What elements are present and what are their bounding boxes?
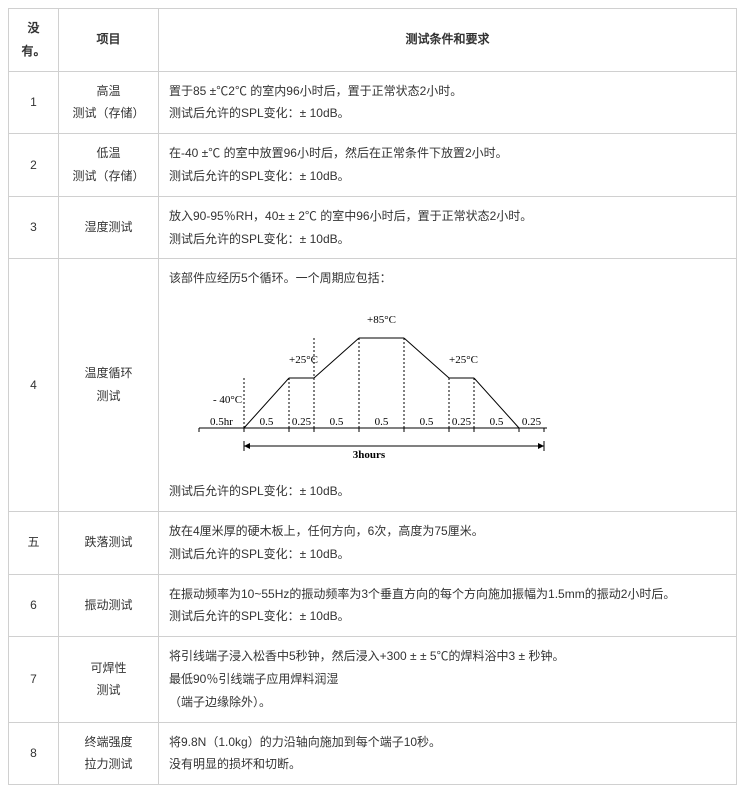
cell-num: 7: [9, 637, 59, 722]
cell-cond: 放在4厘米厚的硬木板上，任何方向，6次，高度为75厘米。测试后允许的SPL变化：…: [159, 511, 737, 574]
item-line: 低温: [69, 142, 148, 165]
table-row: 3 湿度测试放入90-95％RH，40± ± 2℃ 的室中96小时后，置于正常状态…: [9, 196, 737, 259]
header-cond: 测试条件和要求: [159, 9, 737, 72]
cell-num: 1: [9, 71, 59, 134]
svg-text:+25°C: +25°C: [449, 354, 478, 366]
cond-line: 测试后允许的SPL变化：± 10dB。: [169, 165, 726, 188]
table-row: 6 振动测试在振动频率为10~55Hz的振动频率为3个垂直方向的每个方向施加振幅为…: [9, 574, 737, 637]
cell-cond: 将引线端子浸入松香中5秒钟，然后浸入+300 ± ± 5℃的焊料浴中3 ± 秒钟…: [159, 637, 737, 722]
svg-text:0.5hr: 0.5hr: [210, 416, 233, 428]
svg-text:0.5: 0.5: [260, 416, 274, 428]
item-line: 测试: [69, 385, 148, 408]
cell-cond: 该部件应经历5个循环。一个周期应包括： 0.5hr - 40°C 0.5 0.25 +25…: [159, 259, 737, 512]
table-row: 五跌落测试放在4厘米厚的硬木板上，任何方向，6次，高度为75厘米。测试后允许的S…: [9, 511, 737, 574]
cell-item: 低温测试（存储）: [59, 134, 159, 197]
cell-item: 跌落测试: [59, 511, 159, 574]
cond-line: 没有明显的损坏和切断。: [169, 753, 726, 776]
cond-line: 最低90％引线端子应用焊料润湿: [169, 668, 726, 691]
cell-num: 3: [9, 196, 59, 259]
header-item: 项目: [59, 9, 159, 72]
cell-item: 高温测试（存储）: [59, 71, 159, 134]
cell-item: 湿度测试: [59, 196, 159, 259]
cond-line: 将引线端子浸入松香中5秒钟，然后浸入+300 ± ± 5℃的焊料浴中3 ± 秒钟…: [169, 645, 726, 668]
cell-cond: 在振动频率为10~55Hz的振动频率为3个垂直方向的每个方向施加振幅为1.5mm…: [159, 574, 737, 637]
cond-line: 测试后允许的SPL变化：± 10dB。: [169, 480, 726, 503]
cond-line: 测试后允许的SPL变化：± 10dB。: [169, 605, 726, 628]
test-conditions-table: 没有。 项目 测试条件和要求 1高温测试（存储）置于85 ±℃2℃ 的室内96小…: [8, 8, 737, 785]
table-body: 1高温测试（存储）置于85 ±℃2℃ 的室内96小时后，置于正常状态2小时。测试…: [9, 71, 737, 785]
cond-line: 测试后允许的SPL变化：± 10dB。: [169, 543, 726, 566]
item-line: 拉力测试: [69, 753, 148, 776]
cond-line: 置于85 ±℃2℃ 的室内96小时后，置于正常状态2小时。: [169, 80, 726, 103]
table-row: 1高温测试（存储）置于85 ±℃2℃ 的室内96小时后，置于正常状态2小时。测试…: [9, 71, 737, 134]
cond-line: （端子边缘除外）。: [169, 691, 726, 714]
cell-item: 温度循环测试: [59, 259, 159, 512]
cell-num: 8: [9, 722, 59, 785]
table-row: 4温度循环测试该部件应经历5个循环。一个周期应包括：0.5hr- 40°C0.5…: [9, 259, 737, 512]
cond-line: 测试后允许的SPL变化：± 10dB。: [169, 102, 726, 125]
table-header-row: 没有。 项目 测试条件和要求: [9, 9, 737, 72]
cond-line: 测试后允许的SPL变化：± 10dB。: [169, 228, 726, 251]
cell-num: 五: [9, 511, 59, 574]
table-row: 7可焊性测试将引线端子浸入松香中5秒钟，然后浸入+300 ± ± 5℃的焊料浴中…: [9, 637, 737, 722]
cond-line: 将9.8N（1.0kg）的力沿轴向施加到每个端子10秒。: [169, 731, 726, 754]
item-line: 温度循环: [69, 362, 148, 385]
item-line: 可焊性: [69, 657, 148, 680]
svg-text:+85°C: +85°C: [367, 314, 396, 326]
cond-line: 在-40 ±℃ 的室中放置96小时后，然后在正常条件下放置2小时。: [169, 142, 726, 165]
svg-text:3hours: 3hours: [353, 449, 386, 461]
cond-line: 放入90-95％RH，40± ± 2℃ 的室中96小时后，置于正常状态2小时。: [169, 205, 726, 228]
item-line: 测试（存储）: [69, 102, 148, 125]
item-line: 高温: [69, 80, 148, 103]
item-line: 跌落测试: [69, 531, 148, 554]
cell-item: 终端强度拉力测试: [59, 722, 159, 785]
cond-line: 在振动频率为10~55Hz的振动频率为3个垂直方向的每个方向施加振幅为1.5mm…: [169, 583, 726, 606]
item-line: 终端强度: [69, 731, 148, 754]
cell-cond: 在-40 ±℃ 的室中放置96小时后，然后在正常条件下放置2小时。测试后允许的S…: [159, 134, 737, 197]
cell-cond: 置于85 ±℃2℃ 的室内96小时后，置于正常状态2小时。测试后允许的SPL变化…: [159, 71, 737, 134]
cell-item: 可焊性测试: [59, 637, 159, 722]
cell-num: 6: [9, 574, 59, 637]
svg-text:0.5: 0.5: [375, 416, 389, 428]
cond-line: 放在4厘米厚的硬木板上，任何方向，6次，高度为75厘米。: [169, 520, 726, 543]
cell-num: 4: [9, 259, 59, 512]
table-row: 8终端强度拉力测试将9.8N（1.0kg）的力沿轴向施加到每个端子10秒。没有明…: [9, 722, 737, 785]
svg-text:- 40°C: - 40°C: [213, 394, 242, 406]
svg-text:0.5: 0.5: [490, 416, 504, 428]
svg-text:0.25: 0.25: [452, 416, 472, 428]
table-row: 2低温测试（存储）在-40 ±℃ 的室中放置96小时后，然后在正常条件下放置2小…: [9, 134, 737, 197]
cell-num: 2: [9, 134, 59, 197]
cell-cond: 放入90-95％RH，40± ± 2℃ 的室中96小时后，置于正常状态2小时。测…: [159, 196, 737, 259]
cell-item: 振动测试: [59, 574, 159, 637]
item-line: 湿度测试: [69, 216, 148, 239]
svg-text:0.5: 0.5: [330, 416, 344, 428]
item-line: 测试（存储）: [69, 165, 148, 188]
cell-cond: 将9.8N（1.0kg）的力沿轴向施加到每个端子10秒。没有明显的损坏和切断。: [159, 722, 737, 785]
item-line: 测试: [69, 679, 148, 702]
temp-cycle-diagram: 0.5hr - 40°C 0.5 0.25 +25°C 0.5 0.5 +85°C 0.5 0.2…: [169, 298, 549, 468]
item-line: 振动测试: [69, 594, 148, 617]
svg-text:0.5: 0.5: [420, 416, 434, 428]
svg-text:0.25: 0.25: [292, 416, 312, 428]
header-num: 没有。: [9, 9, 59, 72]
cond-line: 该部件应经历5个循环。一个周期应包括：: [169, 267, 726, 290]
svg-text:0.25: 0.25: [522, 416, 542, 428]
